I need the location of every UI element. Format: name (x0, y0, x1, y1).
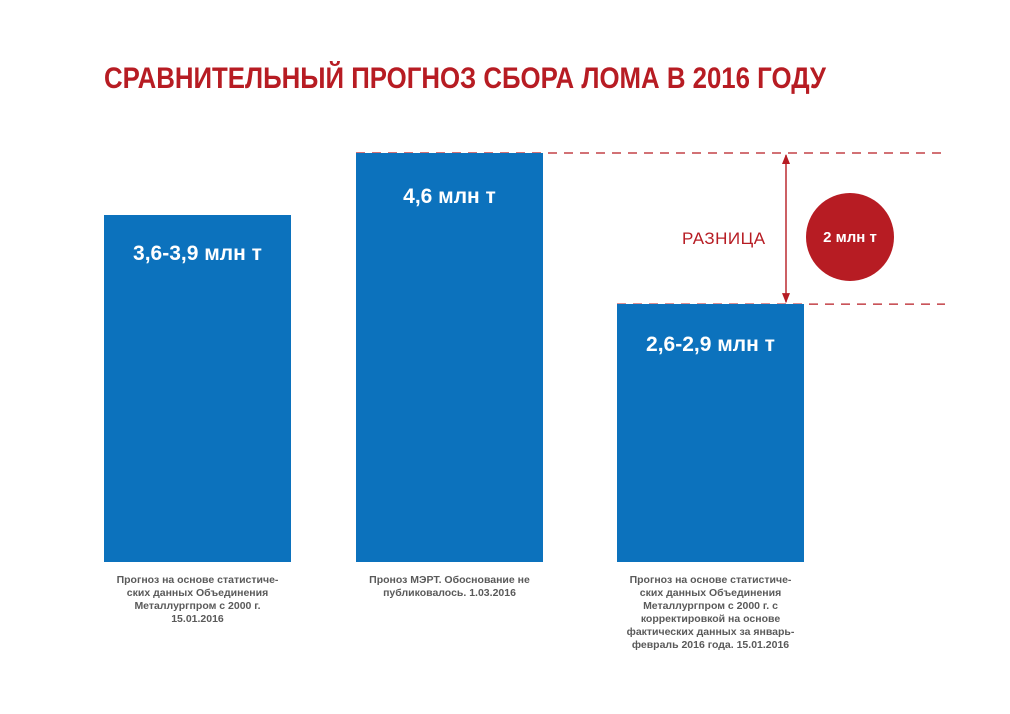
arrow-head-down (782, 293, 790, 304)
bar-caption: Прогноз на основе статистиче- ских данны… (116, 574, 279, 625)
difference-label: РАЗНИЦА (682, 229, 766, 248)
chart-title: СРАВНИТЕЛЬНЫЙ ПРОГНОЗ СБОРА ЛОМА В 2016 … (104, 62, 826, 95)
difference-badge: 2 млн т (806, 193, 894, 281)
bar-value-label: 3,6-3,9 млн т (133, 242, 262, 266)
bar-1: 3,6-3,9 млн т (104, 215, 291, 562)
bar-value-label: 2,6-2,9 млн т (646, 333, 775, 357)
bar-3: 2,6-2,9 млн т (617, 304, 804, 562)
bar-caption: Проноз МЭРТ. Обоснование не публиковалос… (369, 574, 530, 599)
arrow-head-up (782, 154, 790, 164)
bar-caption: Прогноз на основе статистиче- ских данны… (626, 574, 795, 651)
bar-2: 4,6 млн т (356, 153, 543, 562)
bar-value-label: 4,6 млн т (403, 185, 496, 208)
